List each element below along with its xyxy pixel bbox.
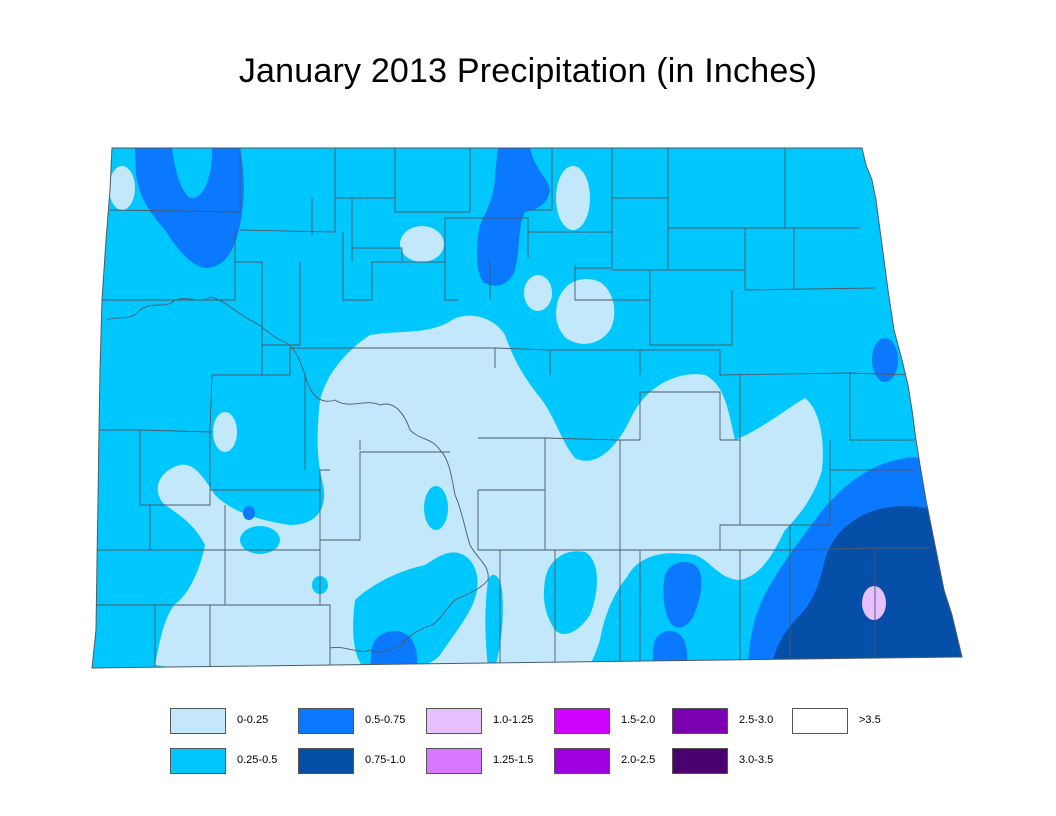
legend-label: 0-0.25 [237,714,269,726]
range-025-05-patch [485,574,503,668]
legend-item-gt35: >3.5 [792,708,952,736]
range-05-075-northwest [135,148,244,268]
legend-swatch [170,748,226,774]
legend-item-20-25: 2.0-2.5 [554,748,714,776]
range-10-125-patch [862,586,886,620]
range-0-025-pocket [213,412,237,452]
legend-label: 1.25-1.5 [493,754,534,766]
legend-label: 2.5-3.0 [739,714,774,726]
map-legend: 0-0.25 0.25-0.5 0.5-0.75 0.75-1.0 1.0-1.… [170,708,910,778]
legend-swatch [554,748,610,774]
county-boundaries [95,148,930,668]
legend-swatch [792,708,848,734]
legend-item-125-15: 1.25-1.5 [426,748,586,776]
legend-swatch [426,748,482,774]
map-title: January 2013 Precipitation (in Inches) [238,52,818,90]
range-0-025-pocket [524,275,552,311]
legend-label: 0.5-0.75 [365,714,406,726]
legend-item-15-20: 1.5-2.0 [554,708,714,736]
legend-item-05-075: 0.5-0.75 [298,708,458,736]
state-outline [92,148,962,668]
legend-item-10-125: 1.0-1.25 [426,708,586,736]
legend-label: 1.5-2.0 [621,714,656,726]
range-0-025-pocket [109,166,135,210]
legend-item-025-05: 0.25-0.5 [170,748,330,776]
legend-label: >3.5 [859,714,881,726]
legend-label: 3.0-3.5 [739,754,774,766]
range-05-075-patch [243,506,255,520]
legend-swatch [298,748,354,774]
range-0-025-pocket [556,279,615,344]
legend-label: 1.0-1.25 [493,714,534,726]
range-025-05-patch [543,551,597,635]
range-025-05-patch [424,486,448,530]
range-0-025-pocket [556,166,590,230]
legend-item-25-30: 2.5-3.0 [672,708,832,736]
range-0-025-pocket [400,226,444,262]
legend-item-30-35: 3.0-3.5 [672,748,832,776]
legend-label: 2.0-2.5 [621,754,656,766]
legend-swatch [672,708,728,734]
legend-swatch [554,708,610,734]
range-05-075-north [476,148,550,286]
range-05-075-patch [872,338,898,382]
range-05-075-patch [663,561,702,628]
legend-item-075-10: 0.75-1.0 [298,748,458,776]
legend-swatch [298,708,354,734]
legend-swatch [672,748,728,774]
legend-label: 0.25-0.5 [237,754,278,766]
legend-swatch [426,708,482,734]
range-05-075-patch [370,631,418,668]
legend-swatch [170,708,226,734]
legend-item-0-025: 0-0.25 [170,708,330,736]
range-025-05-patch [240,526,280,554]
legend-label: 0.75-1.0 [365,754,406,766]
state-border [91,147,963,669]
